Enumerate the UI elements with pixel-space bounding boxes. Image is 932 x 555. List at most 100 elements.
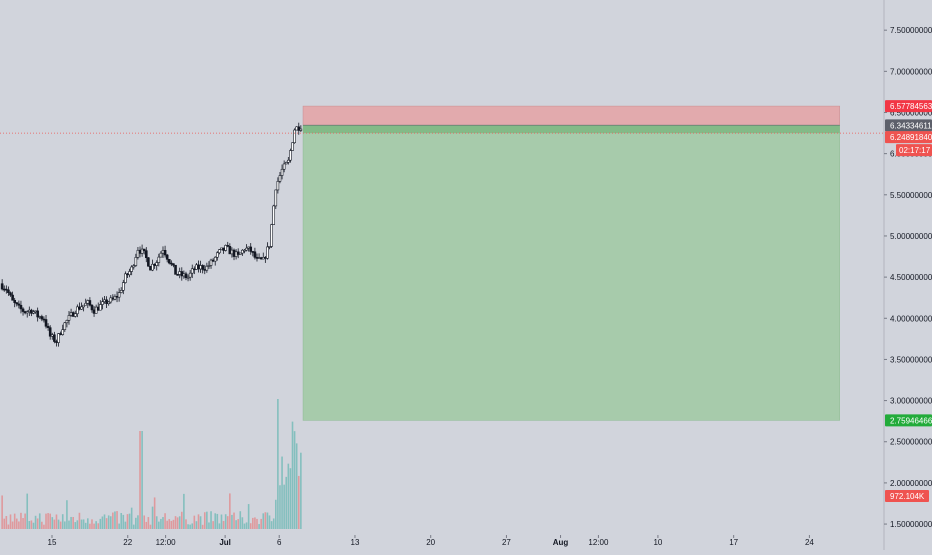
candle-body — [176, 274, 179, 276]
volume-bar — [139, 431, 141, 529]
volume-bar — [283, 484, 285, 529]
candle-body — [99, 304, 102, 311]
volume-bar — [107, 515, 110, 529]
x-tick-label: 15 — [48, 538, 57, 547]
y-tick-label: 3.00000000 — [890, 397, 932, 406]
x-tick-label: 17 — [729, 538, 738, 547]
candle-body — [207, 265, 211, 267]
candle-body — [216, 252, 219, 258]
volume-bar — [32, 522, 35, 529]
candle-body — [211, 259, 215, 262]
volume-bar — [170, 520, 173, 529]
volume-bar — [11, 521, 14, 529]
volume-bar — [86, 518, 89, 529]
candle-body — [13, 299, 16, 303]
candle-body — [218, 249, 221, 254]
volume-bar — [226, 516, 229, 529]
volume-label: 972.104K — [890, 492, 925, 501]
volume-bar — [116, 511, 118, 529]
candle-body — [11, 294, 14, 301]
candle-body — [48, 327, 52, 337]
target-price-label: 2.75946466 — [890, 416, 932, 425]
candle-body — [30, 309, 33, 314]
volume-bar — [201, 524, 204, 529]
candle-body — [63, 322, 67, 330]
entry-band — [303, 125, 840, 134]
candle-body — [261, 257, 265, 260]
volume-bar — [295, 443, 298, 529]
volume-bar — [141, 431, 143, 529]
x-tick-label: Jul — [219, 538, 231, 547]
volume-bar — [109, 516, 112, 529]
candle-body — [124, 273, 127, 283]
candle-body — [232, 249, 236, 257]
volume-bar — [176, 517, 179, 529]
candle-body — [113, 296, 117, 300]
candle-body — [278, 175, 282, 182]
candle-body — [80, 306, 83, 310]
volume-bar — [82, 519, 85, 529]
current-price-badge — [885, 131, 932, 144]
volume-badge — [885, 490, 929, 502]
candle-body — [130, 266, 133, 272]
candle-body — [236, 251, 240, 255]
candle-body — [138, 249, 142, 254]
volume-bar — [149, 524, 152, 529]
x-tick-label: Aug — [553, 538, 569, 547]
candle-body — [9, 292, 12, 296]
position-tool[interactable] — [302, 105, 840, 421]
volume-bar — [158, 521, 160, 529]
volume-bar — [203, 512, 206, 529]
stop-loss-zone[interactable] — [302, 105, 840, 126]
candle-body — [28, 309, 31, 312]
candle-body — [282, 163, 286, 170]
candle-body — [224, 245, 227, 251]
take-profit-zone[interactable] — [302, 125, 840, 421]
volume-bar — [5, 516, 8, 529]
candle-body — [268, 246, 271, 248]
candle-body — [188, 272, 192, 278]
candle-body — [247, 246, 250, 249]
candle-body — [197, 264, 200, 270]
y-tick-label: 7.00000000 — [890, 67, 932, 76]
x-tick-label: 27 — [502, 538, 511, 547]
countdown-badge — [896, 144, 932, 157]
volume-bar — [277, 399, 279, 529]
price-badges: 6.57784563 6.34334611 6.24891840 02:17:17 2.… — [885, 100, 932, 502]
volume-bar — [55, 514, 58, 529]
candle-body — [172, 263, 175, 266]
volume-bar — [151, 506, 154, 529]
candle-body — [134, 257, 138, 266]
candle-body — [299, 128, 303, 131]
volume-bar — [59, 521, 62, 529]
volume-bar — [297, 475, 300, 529]
candle-body — [270, 224, 273, 247]
candle-body — [243, 249, 246, 252]
volume-bar — [124, 521, 127, 529]
volume-bar — [172, 519, 175, 529]
volume-bar — [279, 485, 281, 529]
volume-bar — [130, 507, 133, 529]
volume-bar — [103, 514, 106, 529]
volume-bar — [258, 524, 260, 529]
candle-body — [213, 256, 217, 262]
candle-body — [34, 310, 37, 313]
y-tick-label: 7.50000000 — [890, 26, 932, 35]
entry-price-label: 6.34334611 — [890, 121, 932, 130]
volume-bar — [145, 521, 148, 529]
volume-bar — [224, 514, 227, 529]
volume-bar — [193, 515, 196, 529]
candle-body — [90, 304, 94, 311]
volume-bar — [262, 513, 265, 529]
volume-bar — [53, 519, 56, 529]
candle-body — [226, 245, 230, 247]
volume-bar — [147, 517, 150, 529]
volume-bar — [74, 522, 77, 529]
candle-body — [222, 247, 225, 251]
volume-bar — [45, 513, 47, 529]
x-tick-label: 6 — [277, 538, 282, 547]
volume-bar — [126, 514, 129, 529]
candle-body — [132, 265, 136, 268]
